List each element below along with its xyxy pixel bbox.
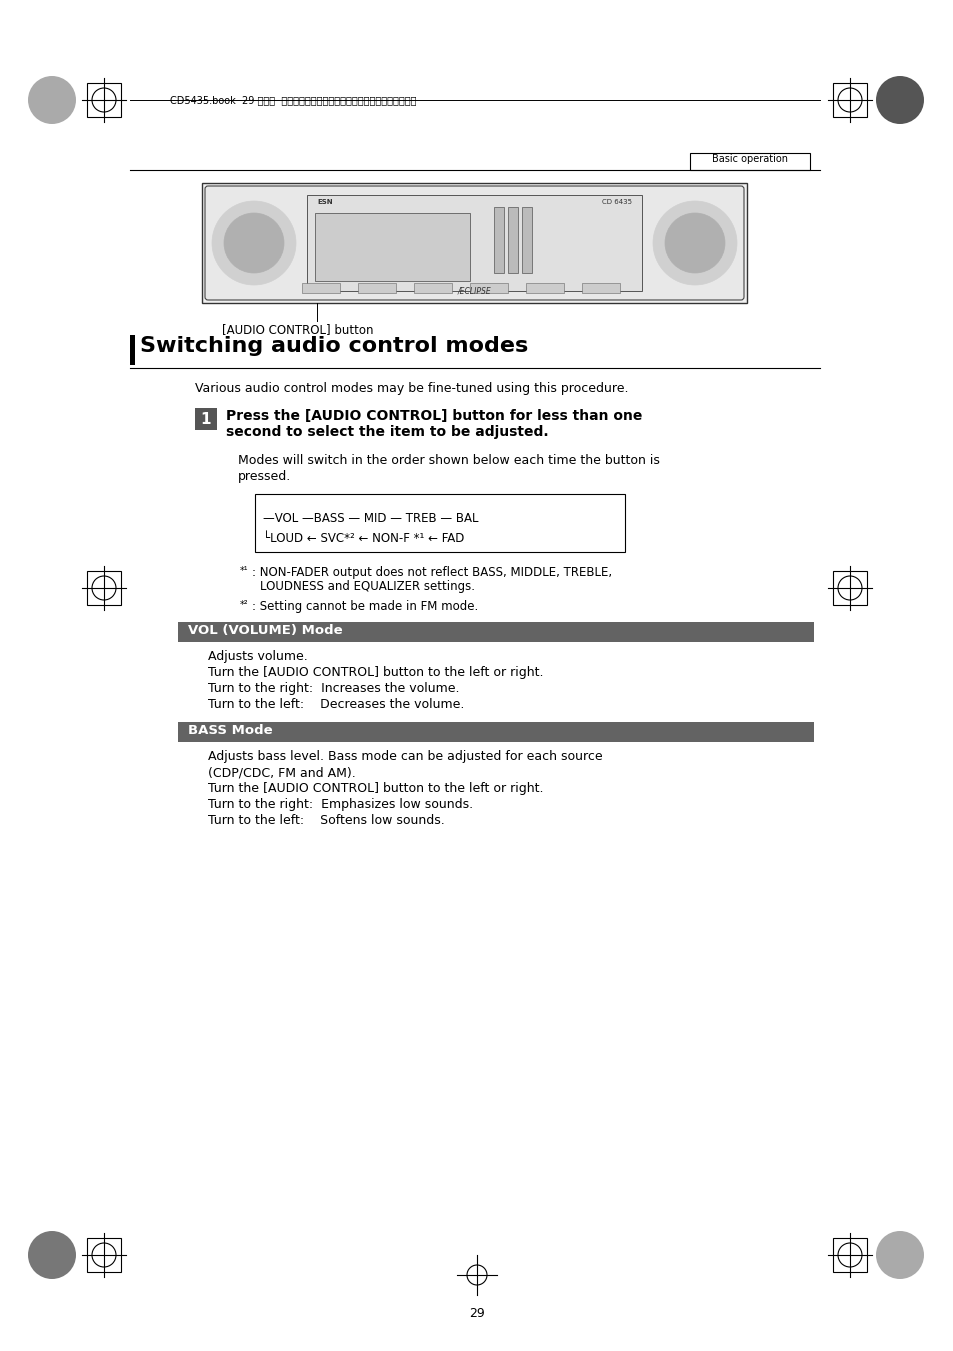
Text: BASS Mode: BASS Mode: [188, 724, 273, 738]
Text: 29: 29: [469, 1306, 484, 1320]
FancyBboxPatch shape: [205, 186, 743, 300]
Text: Turn to the left:    Softens low sounds.: Turn to the left: Softens low sounds.: [208, 815, 444, 827]
Text: VOL (VOLUME) Mode: VOL (VOLUME) Mode: [188, 624, 342, 638]
Bar: [414, 282, 452, 293]
Circle shape: [224, 213, 284, 273]
Text: : Setting cannot be made in FM mode.: : Setting cannot be made in FM mode.: [252, 600, 477, 613]
Bar: [87, 1238, 121, 1273]
Circle shape: [212, 201, 295, 285]
Circle shape: [875, 1231, 923, 1279]
Bar: [307, 195, 641, 290]
Text: *²: *²: [240, 600, 249, 611]
Text: (CDP/CDC, FM and AM).: (CDP/CDC, FM and AM).: [208, 766, 355, 780]
Text: 1: 1: [200, 412, 211, 427]
Bar: [87, 571, 121, 605]
Text: —VOL —BASS — MID — TREB — BAL: —VOL —BASS — MID — TREB — BAL: [263, 512, 478, 526]
Text: CD5435.book  29 ページ  ２００４年１２月１１日　土曜日　午後５時２９分: CD5435.book 29 ページ ２００４年１２月１１日 土曜日 午後５時２…: [170, 95, 416, 105]
Text: : NON-FADER output does not reflect BASS, MIDDLE, TREBLE,: : NON-FADER output does not reflect BASS…: [252, 566, 612, 580]
Bar: [202, 182, 746, 303]
Bar: [302, 282, 339, 293]
Bar: [525, 282, 563, 293]
Text: [AUDIO CONTROL] button: [AUDIO CONTROL] button: [222, 323, 374, 336]
Text: Turn to the right:  Increases the volume.: Turn to the right: Increases the volume.: [208, 682, 459, 694]
Text: CD 6435: CD 6435: [601, 199, 631, 205]
Text: *¹: *¹: [240, 566, 249, 576]
Text: Basic operation: Basic operation: [711, 154, 787, 163]
Text: Modes will switch in the order shown below each time the button is: Modes will switch in the order shown bel…: [237, 454, 659, 467]
Bar: [194, 408, 216, 430]
Text: LOUDNESS and EQUALIZER settings.: LOUDNESS and EQUALIZER settings.: [260, 580, 475, 593]
Bar: [87, 82, 121, 118]
Circle shape: [875, 76, 923, 124]
Text: └LOUD ← SVC*² ← NON-F *¹ ← FAD: └LOUD ← SVC*² ← NON-F *¹ ← FAD: [263, 532, 464, 544]
Text: Turn to the right:  Emphasizes low sounds.: Turn to the right: Emphasizes low sounds…: [208, 798, 473, 811]
Bar: [689, 153, 809, 170]
Text: Turn the [AUDIO CONTROL] button to the left or right.: Turn the [AUDIO CONTROL] button to the l…: [208, 666, 543, 680]
Circle shape: [28, 1231, 76, 1279]
Bar: [494, 207, 503, 273]
Text: Press the [AUDIO CONTROL] button for less than one: Press the [AUDIO CONTROL] button for les…: [226, 409, 641, 423]
Bar: [581, 282, 619, 293]
Circle shape: [28, 76, 76, 124]
Bar: [832, 82, 866, 118]
Bar: [130, 335, 135, 365]
Circle shape: [652, 201, 737, 285]
Bar: [254, 494, 624, 553]
Bar: [357, 282, 395, 293]
Bar: [521, 207, 532, 273]
Text: /ECLIPSE: /ECLIPSE: [456, 286, 491, 296]
Bar: [832, 1238, 866, 1273]
Text: ESN: ESN: [316, 199, 333, 205]
Text: second to select the item to be adjusted.: second to select the item to be adjusted…: [226, 426, 548, 439]
Text: Various audio control modes may be fine-tuned using this procedure.: Various audio control modes may be fine-…: [194, 382, 628, 394]
Text: Turn the [AUDIO CONTROL] button to the left or right.: Turn the [AUDIO CONTROL] button to the l…: [208, 782, 543, 794]
Bar: [470, 282, 507, 293]
Bar: [178, 721, 813, 742]
Circle shape: [664, 213, 724, 273]
Text: Switching audio control modes: Switching audio control modes: [140, 336, 528, 357]
Text: Adjusts volume.: Adjusts volume.: [208, 650, 308, 663]
Bar: [507, 207, 517, 273]
Bar: [178, 621, 813, 642]
Text: pressed.: pressed.: [237, 470, 291, 484]
Text: Adjusts bass level. Bass mode can be adjusted for each source: Adjusts bass level. Bass mode can be adj…: [208, 750, 602, 763]
Text: Turn to the left:    Decreases the volume.: Turn to the left: Decreases the volume.: [208, 698, 464, 711]
Bar: [314, 213, 470, 281]
Bar: [832, 571, 866, 605]
